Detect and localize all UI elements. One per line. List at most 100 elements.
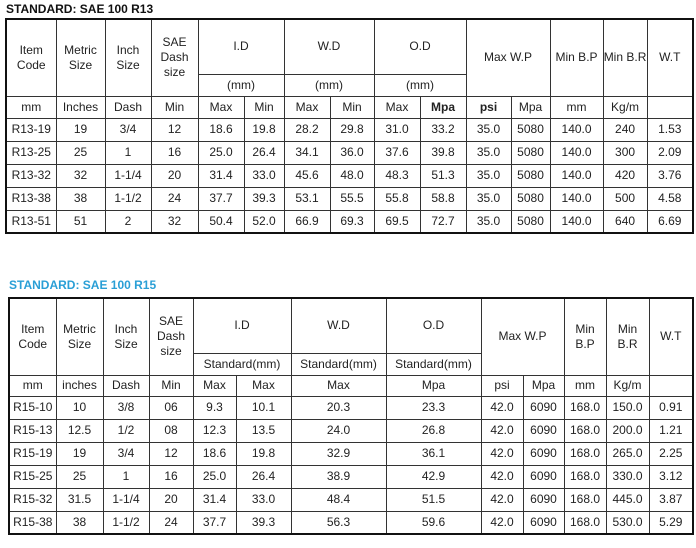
table-cell: 168.0 — [563, 441, 607, 466]
unit-cell: Dash — [104, 95, 152, 119]
table-row: R15-32 31.5 1-1/4 20 31.4 33.0 48.4 51.5 42.0 609… — [8, 487, 694, 512]
table-cell: 36.1 — [385, 441, 482, 466]
table-cell: 31.5 — [55, 487, 104, 512]
unit-cell: Mpa — [522, 374, 565, 397]
unit-cell: Min — [329, 95, 375, 119]
table-cell: 24 — [150, 186, 199, 211]
table-cell: 16 — [148, 464, 194, 489]
table-cell: 5080 — [510, 163, 551, 188]
table-row: R13-51 51 2 32 50.4 52.0 66.9 69.3 69.5 72.7 35.0 5… — [5, 209, 694, 234]
table-cell: 3.87 — [648, 487, 694, 512]
table-row: R15-13 12.5 1/2 08 12.3 13.5 24.0 26.8 42.0 6090 1… — [8, 418, 694, 443]
table-cell: 50.4 — [197, 209, 245, 234]
table-cell: 3.76 — [646, 163, 694, 188]
table-cell: 140.0 — [549, 140, 604, 165]
table-row: R13-19 19 3/4 12 18.6 19.8 28.2 29.8 31.0 33.2 35.… — [5, 117, 694, 142]
table-cell: 9.3 — [192, 395, 237, 420]
table-cell: 59.6 — [385, 510, 482, 535]
header-inch-size: Inch Size — [104, 18, 152, 97]
table-cell: 25 — [55, 464, 104, 489]
unit-cell: Max — [373, 95, 421, 119]
table-cell: 3/8 — [102, 395, 150, 420]
table-cell: 33.0 — [243, 163, 285, 188]
table-cell: 2.25 — [648, 441, 694, 466]
table-cell: 25.0 — [192, 464, 237, 489]
item-code-cell: R15-13 — [8, 418, 57, 443]
header-min-bp: Min B.P — [549, 18, 604, 97]
table-cell: 48.3 — [373, 163, 421, 188]
r13-spec-table: Item Code Metric Size Inch Size SAE Dash… — [5, 18, 695, 234]
table-cell: 16 — [150, 140, 199, 165]
table-cell: 42.0 — [480, 395, 524, 420]
unit-cell: Min — [150, 95, 199, 119]
table-cell: 35.0 — [465, 117, 512, 142]
table-cell: 31.0 — [373, 117, 421, 142]
table-cell: 10.1 — [235, 395, 292, 420]
table-cell: 42.0 — [480, 510, 524, 535]
table-cell: 37.7 — [192, 510, 237, 535]
item-code-cell: R13-25 — [5, 140, 57, 165]
table-cell: 330.0 — [605, 464, 650, 489]
table-cell: 58.8 — [419, 186, 467, 211]
table-cell: 1.53 — [646, 117, 694, 142]
table-row: R13-25 25 1 16 25.0 26.4 34.1 36.0 37.6 39.8 35.0 5… — [5, 140, 694, 165]
table-cell: 52.0 — [243, 209, 285, 234]
header-item-code: Item Code — [8, 297, 57, 376]
table-cell: 24 — [148, 510, 194, 535]
table-cell: 72.7 — [419, 209, 467, 234]
unit-cell: psi — [480, 374, 524, 397]
table-cell: 51.5 — [385, 487, 482, 512]
unit-cell: Max — [192, 374, 237, 397]
table-row: R13-38 38 1-1/2 24 37.7 39.3 53.1 55.5 55.8 58.8 3… — [5, 186, 694, 211]
table-cell: 56.3 — [290, 510, 387, 535]
table-cell: 168.0 — [563, 487, 607, 512]
table-cell: 37.6 — [373, 140, 421, 165]
header-max-wp: Max W.P — [480, 297, 565, 376]
header-metric-size: Metric Size — [55, 18, 106, 97]
unit-cell: Max — [235, 374, 292, 397]
header-max-wp: Max W.P — [465, 18, 551, 97]
table-cell: 06 — [148, 395, 194, 420]
table-row: R15-10 10 3/8 06 9.3 10.1 20.3 23.3 42.0 6090 168.… — [8, 395, 694, 420]
table-cell: 55.5 — [329, 186, 375, 211]
table-cell: 32 — [55, 163, 106, 188]
table-row: R15-25 25 1 16 25.0 26.4 38.9 42.9 42.0 6090 168.0… — [8, 464, 694, 489]
table-cell: 42.0 — [480, 418, 524, 443]
unit-cell: mm — [5, 95, 57, 119]
table-cell: 6090 — [522, 418, 565, 443]
table-cell: 35.0 — [465, 209, 512, 234]
header-id: I.D — [192, 297, 292, 354]
table-cell: 25.0 — [197, 140, 245, 165]
table-cell: 38 — [55, 186, 106, 211]
table-cell: 6090 — [522, 464, 565, 489]
table-cell: 6.69 — [646, 209, 694, 234]
item-code-cell: R15-25 — [8, 464, 57, 489]
table-cell: 69.5 — [373, 209, 421, 234]
table-cell: 140.0 — [549, 186, 604, 211]
item-code-cell: R15-10 — [8, 395, 57, 420]
unit-cell: Kg/m — [602, 95, 648, 119]
item-code-cell: R13-38 — [5, 186, 57, 211]
table-cell: 20.3 — [290, 395, 387, 420]
table-cell: 1-1/2 — [102, 510, 150, 535]
table-cell: 1/2 — [102, 418, 150, 443]
table-cell: 33.2 — [419, 117, 467, 142]
header-min-br: Min B.R — [605, 297, 650, 376]
table-cell: 35.0 — [465, 140, 512, 165]
unit-cell: mm — [8, 374, 57, 397]
table-cell: 29.8 — [329, 117, 375, 142]
table-cell: 500 — [602, 186, 648, 211]
table-cell: 38.9 — [290, 464, 387, 489]
header-od-unit: Standard(mm) — [385, 352, 482, 376]
table-cell: 5080 — [510, 186, 551, 211]
table-cell: 42.0 — [480, 464, 524, 489]
table-cell: 168.0 — [563, 510, 607, 535]
table-cell: 265.0 — [605, 441, 650, 466]
table-cell: 1 — [104, 140, 152, 165]
table-cell: 26.4 — [243, 140, 285, 165]
table-cell: 28.2 — [283, 117, 331, 142]
unit-cell: mm — [563, 374, 607, 397]
header-id-unit: Standard(mm) — [192, 352, 292, 376]
table-cell: 51.3 — [419, 163, 467, 188]
table-cell: 31.4 — [197, 163, 245, 188]
